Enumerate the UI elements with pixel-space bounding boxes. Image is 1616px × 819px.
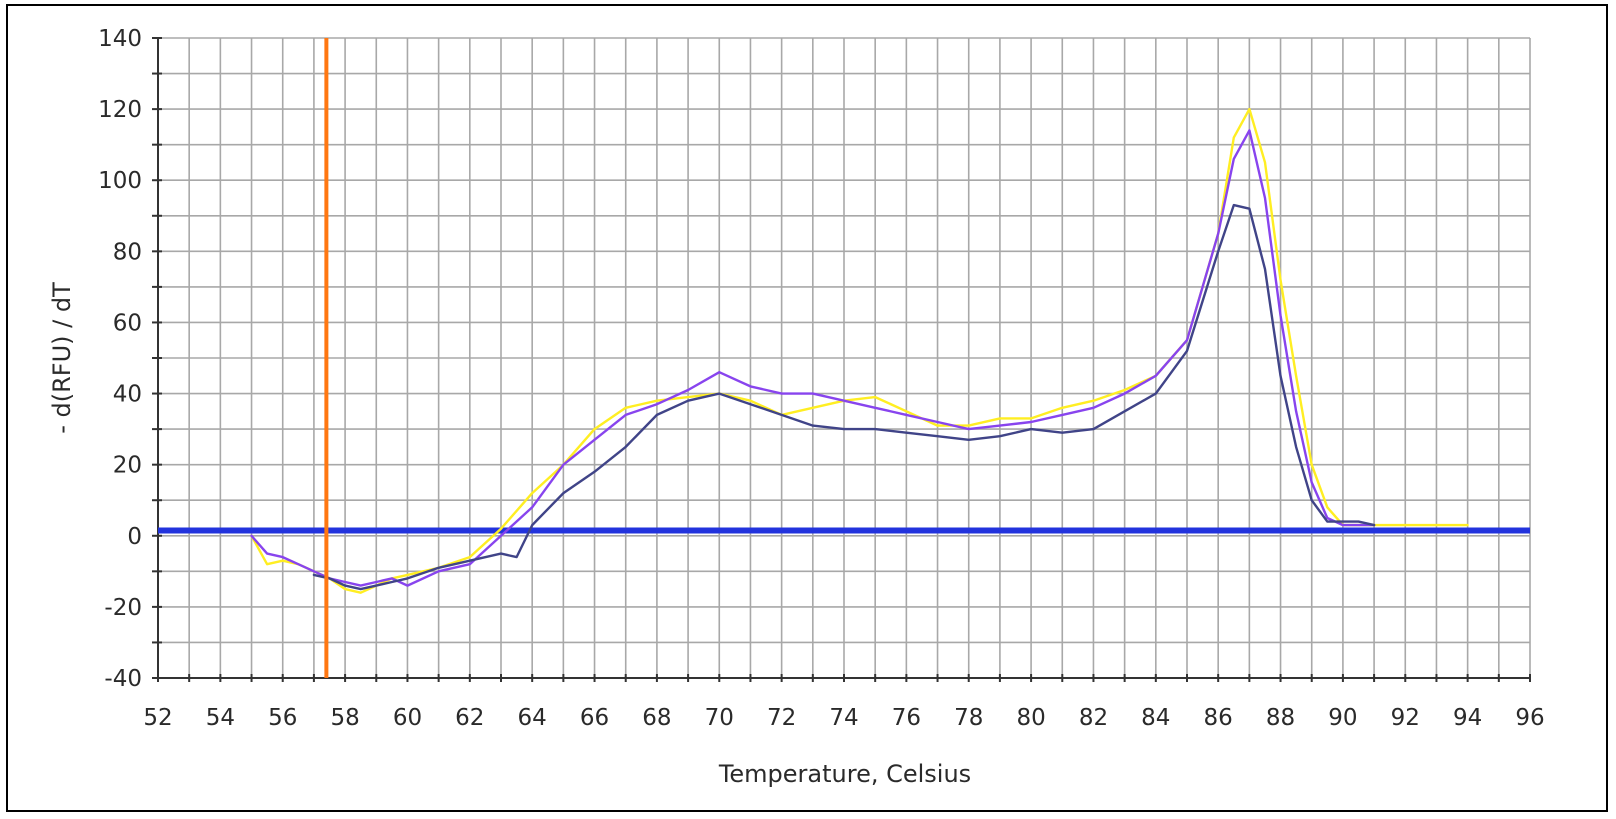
- x-tick-label: 54: [206, 705, 235, 731]
- x-axis-label: Temperature, Celsius: [718, 760, 971, 788]
- x-tick-label: 66: [580, 705, 609, 731]
- y-tick-label: 100: [98, 168, 142, 194]
- x-tick-label: 58: [330, 705, 359, 731]
- x-tick-label: 70: [705, 705, 734, 731]
- y-tick-labels: -40 -20 0 20 40 60 80 100 120 140: [98, 26, 142, 692]
- x-tick-label: 78: [954, 705, 983, 731]
- series-layer: [250, 107, 1469, 594]
- x-tick-label: 92: [1391, 705, 1420, 731]
- x-tick-label: 90: [1328, 705, 1357, 731]
- series-line-2: [250, 129, 1376, 587]
- x-tick-label: 56: [268, 705, 297, 731]
- y-tick-label: 40: [113, 382, 142, 408]
- x-tick-label: 80: [1016, 705, 1045, 731]
- x-tick-label: 84: [1141, 705, 1170, 731]
- axes: [152, 37, 1531, 682]
- y-tick-label: 0: [127, 524, 142, 550]
- y-tick-label: 80: [113, 239, 142, 265]
- x-tick-label: 74: [829, 705, 858, 731]
- x-tick-label: 96: [1515, 705, 1544, 731]
- x-tick-label: 94: [1453, 705, 1482, 731]
- x-tick-label: 82: [1079, 705, 1108, 731]
- y-tick-label: 120: [98, 97, 142, 123]
- x-tick-label: 72: [767, 705, 796, 731]
- x-tick-label: 76: [892, 705, 921, 731]
- y-tick-label: 60: [113, 310, 142, 336]
- x-tick-label: 62: [455, 705, 484, 731]
- x-tick-label: 88: [1266, 705, 1295, 731]
- x-tick-label: 86: [1204, 705, 1233, 731]
- y-tick-label: 20: [113, 453, 142, 479]
- x-tick-labels: 52 54 56 58 60 62 64 66 68 70 72 74 76 78 80 82 84 86 88 90…: [143, 705, 1544, 731]
- y-tick-label: -40: [104, 666, 142, 692]
- x-tick-label: 64: [518, 705, 547, 731]
- y-tick-label: -20: [104, 595, 142, 621]
- y-tick-label: 140: [98, 26, 142, 52]
- x-tick-label: 68: [642, 705, 671, 731]
- x-tick-label: 52: [143, 705, 172, 731]
- grid-lines: [157, 37, 1531, 679]
- x-tick-label: 60: [393, 705, 422, 731]
- series-line-3: [312, 203, 1376, 591]
- y-axis-label: - d(RFU) / dT: [48, 282, 76, 434]
